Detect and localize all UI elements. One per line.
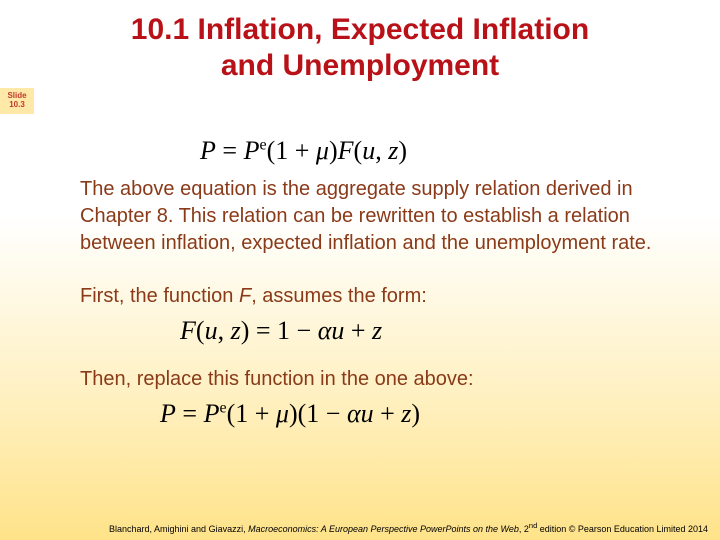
eq1-lhs: P bbox=[200, 136, 216, 165]
slide-tab-line2: 10.3 bbox=[9, 100, 25, 109]
eq3-f-close: ) bbox=[289, 399, 298, 428]
eq3-lhs: P bbox=[160, 399, 176, 428]
eq1-f-close: ) bbox=[329, 136, 338, 165]
eq3-u: u bbox=[361, 399, 374, 428]
title-line1: 10.1 Inflation, Expected Inflation bbox=[131, 13, 589, 46]
eq1-F: F bbox=[338, 136, 354, 165]
slide-number-tab: Slide 10.3 bbox=[0, 88, 34, 114]
eq1-u: u bbox=[362, 136, 375, 165]
eq3-mu: μ bbox=[276, 399, 289, 428]
eq2-eq: = 1 − bbox=[249, 316, 317, 345]
eq1-Pe-base: P bbox=[244, 136, 260, 165]
slide-tab-line1: Slide bbox=[7, 91, 26, 100]
eq1-a-close: ) bbox=[398, 136, 407, 165]
eq1-eq: = bbox=[216, 136, 244, 165]
slide-content: P = Pe(1 + μ)F(u, z) The above equation … bbox=[80, 130, 660, 439]
eq3-eq: = bbox=[176, 399, 204, 428]
footer-authors: Blanchard, Amighini and Giavazzi, bbox=[109, 524, 248, 534]
eq1-comma: , bbox=[375, 136, 388, 165]
eq2-z2: z bbox=[372, 316, 382, 345]
title-line2: and Unemployment bbox=[221, 49, 499, 82]
p2-post: , assumes the form: bbox=[251, 285, 427, 307]
eq3-s-close: ) bbox=[411, 399, 420, 428]
eq2-F: F bbox=[180, 316, 196, 345]
eq2-z: z bbox=[231, 316, 241, 345]
p2-pre: First, the function bbox=[80, 285, 239, 307]
eq2-comma: , bbox=[218, 316, 231, 345]
eq3-f-open: (1 + bbox=[227, 399, 276, 428]
eq2-a-open: ( bbox=[196, 316, 205, 345]
eq2-plus: + bbox=[344, 316, 372, 345]
footer-book: Macroeconomics: A European Perspective P… bbox=[248, 524, 519, 534]
slide-title: 10.1 Inflation, Expected Inflation and U… bbox=[0, 0, 720, 84]
eq1-a-open: ( bbox=[354, 136, 363, 165]
paragraph-3: Then, replace this function in the one a… bbox=[80, 366, 660, 393]
footer-rest: edition © Pearson Education Limited 2014 bbox=[537, 524, 708, 534]
eq2-u: u bbox=[205, 316, 218, 345]
eq3-s-open: (1 − bbox=[298, 399, 347, 428]
eq1-f-open: (1 + bbox=[267, 136, 316, 165]
eq2-alpha: α bbox=[318, 316, 332, 345]
footer-ed-sup: nd bbox=[529, 521, 537, 530]
footer-ed-pre: , 2 bbox=[519, 524, 529, 534]
eq3-z: z bbox=[401, 399, 411, 428]
paragraph-2: First, the function F, assumes the form: bbox=[80, 283, 660, 310]
paragraph-1: The above equation is the aggregate supp… bbox=[80, 176, 660, 257]
footer-citation: Blanchard, Amighini and Giavazzi, Macroe… bbox=[109, 521, 708, 534]
eq1-z: z bbox=[388, 136, 398, 165]
equation-3: P = Pe(1 + μ)(1 − αu + z) bbox=[80, 399, 660, 429]
eq3-Pe-sup: e bbox=[219, 399, 226, 416]
eq3-plus: + bbox=[374, 399, 402, 428]
eq3-alpha: α bbox=[347, 399, 361, 428]
p2-F: F bbox=[239, 285, 251, 307]
eq3-Pe-base: P bbox=[204, 399, 220, 428]
eq2-u2: u bbox=[331, 316, 344, 345]
equation-2: F(u, z) = 1 − αu + z bbox=[80, 316, 660, 346]
eq1-Pe-sup: e bbox=[259, 136, 266, 153]
eq1-mu: μ bbox=[316, 136, 329, 165]
equation-1: P = Pe(1 + μ)F(u, z) bbox=[80, 136, 660, 166]
